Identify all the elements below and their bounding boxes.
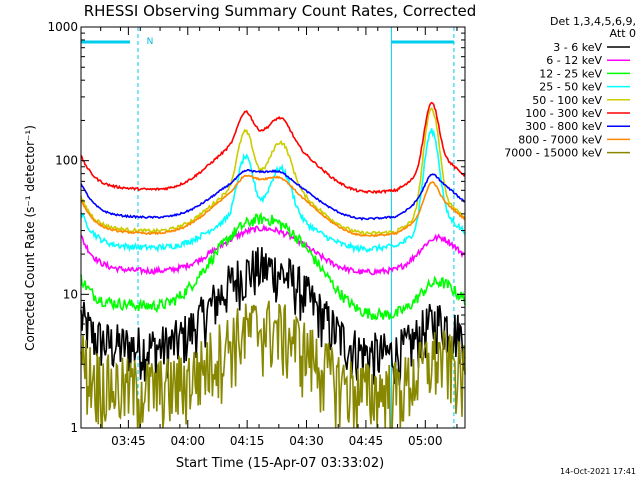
- x-axis-label: Start Time (15-Apr-07 03:33:02): [176, 456, 384, 471]
- series-line-1: [80, 223, 466, 276]
- x-tick-label: 04:00: [170, 434, 205, 448]
- legend-label-3: 25 - 50 keV: [539, 81, 602, 94]
- night-marker-label: N: [147, 37, 154, 47]
- series-line-5: [80, 101, 466, 195]
- legend-label-7: 800 - 7000 keV: [518, 133, 602, 146]
- legend-label-5: 100 - 300 keV: [525, 107, 602, 120]
- footer-timestamp: 14-Oct-2021 17:41: [560, 467, 636, 476]
- plot-area: 1 10 100 1000 03:45 04:00 04:15 04:30 04:45 05:00: [47, 20, 466, 448]
- series-line-6: [80, 169, 466, 221]
- legend-label-6: 300 - 800 keV: [525, 120, 602, 133]
- y-tick-label: 10: [63, 287, 78, 301]
- legend-header-line-2: Att 0: [610, 27, 636, 40]
- legend-label-2: 12 - 25 keV: [539, 67, 602, 80]
- x-tick-label: 04:30: [289, 434, 324, 448]
- legend-label-0: 3 - 6 keV: [553, 41, 602, 54]
- chart-title: RHESSI Observing Summary Count Rates, Co…: [84, 2, 477, 20]
- legend-header-line-1: Det 1,3,4,5,6,9,: [550, 15, 636, 28]
- series-line-7: [80, 174, 466, 238]
- series-line-0: [80, 247, 466, 386]
- series-line-8: [80, 300, 466, 429]
- x-tick-label: 04:15: [230, 434, 265, 448]
- y-tick-label: 1000: [47, 20, 78, 34]
- y-tick-label: 1: [70, 421, 78, 435]
- plot-frame: [80, 26, 466, 429]
- series-line-4: [80, 107, 466, 236]
- x-tick-label: 03:45: [111, 434, 146, 448]
- series-line-3: [80, 128, 466, 254]
- x-tick-label: 04:45: [349, 434, 384, 448]
- legend-label-1: 6 - 12 keV: [546, 54, 602, 67]
- y-tick-label: 100: [55, 154, 78, 168]
- legend-label-4: 50 - 100 keV: [532, 94, 602, 107]
- legend-label-8: 7000 - 15000 keV: [504, 147, 602, 160]
- y-axis-label: Corrected Count Rate (s⁻¹ detector⁻¹): [23, 125, 37, 351]
- x-tick-label: 05:00: [408, 434, 443, 448]
- series-line-2: [80, 211, 466, 321]
